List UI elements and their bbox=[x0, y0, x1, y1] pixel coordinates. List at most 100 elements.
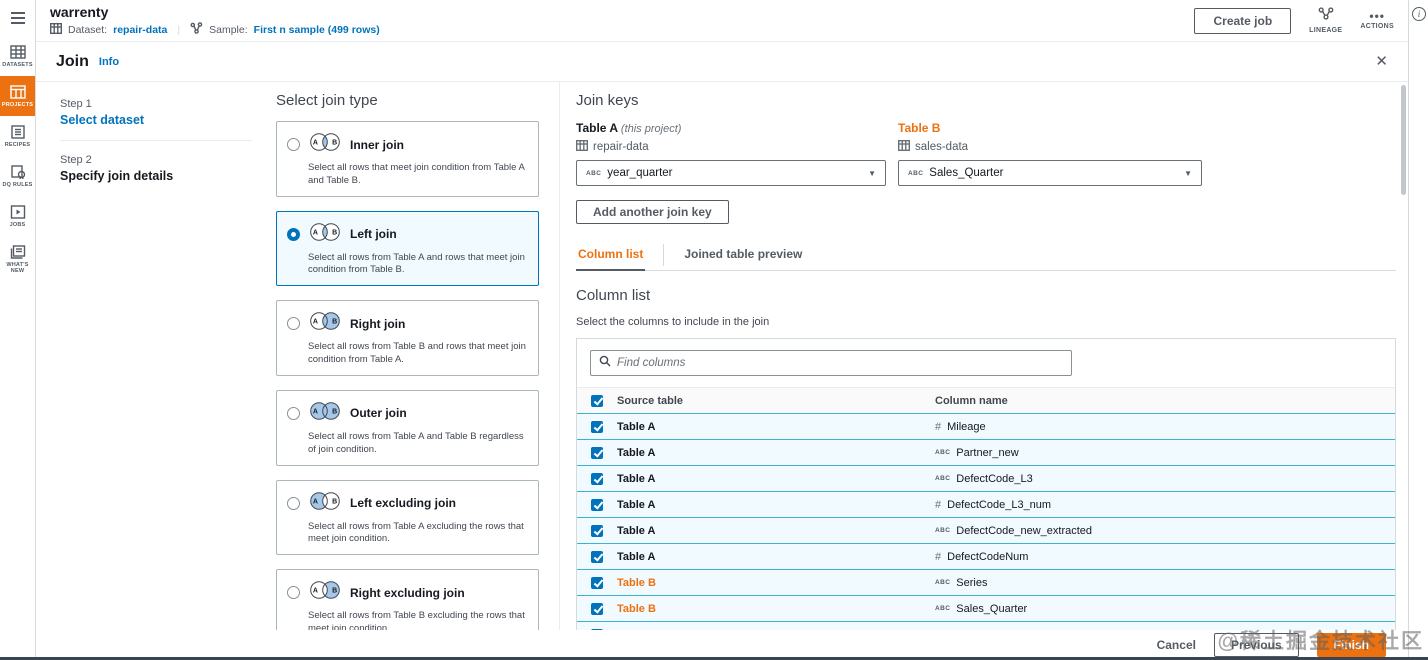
column-name-cell: ABC DefectCode_L3 bbox=[935, 472, 1033, 485]
info-link[interactable]: Info bbox=[98, 55, 120, 68]
radio-right[interactable] bbox=[287, 317, 300, 331]
scrollbar-thumb[interactable] bbox=[1401, 85, 1406, 195]
row-checkbox[interactable] bbox=[591, 628, 603, 630]
table-b-dataset: sales-data bbox=[897, 139, 1202, 154]
venn-left-excluding-icon: A B bbox=[307, 490, 343, 517]
select-all-checkbox[interactable] bbox=[591, 394, 603, 407]
column-name-header: Column name bbox=[935, 394, 1008, 407]
row-checkbox[interactable] bbox=[591, 446, 603, 459]
join-option-outer[interactable]: A B Outer join Select all rows from Tabl… bbox=[276, 389, 539, 466]
wizard-footer: Cancel Previous Finish bbox=[36, 630, 1408, 660]
svg-text:A: A bbox=[313, 408, 318, 415]
radio-left[interactable] bbox=[287, 227, 300, 241]
table-a-key-dropdown[interactable]: ABC year_quarter ▼ bbox=[576, 160, 886, 186]
sidebar-item-label: DATASETS bbox=[2, 62, 33, 68]
tab-divider bbox=[663, 244, 665, 266]
join-option-description: Select all rows that meet join condition… bbox=[308, 162, 525, 186]
step1-select-dataset[interactable]: Select dataset bbox=[60, 113, 145, 127]
step2-number: Step 2 bbox=[60, 154, 92, 166]
table-row[interactable]: Table A # DefectCode_L3_num bbox=[577, 491, 1395, 518]
table-row[interactable]: Table B ABC Sales_Quarter bbox=[577, 595, 1395, 622]
row-checkbox[interactable] bbox=[591, 550, 603, 563]
sidebar-item-dq-rules[interactable]: DQ RULES bbox=[0, 156, 35, 196]
add-another-join-key-button[interactable]: Add another join key bbox=[576, 200, 729, 224]
table-row[interactable]: Table B #Sales_Num_NoZero bbox=[577, 621, 1395, 630]
column-search bbox=[590, 350, 1072, 376]
table-row[interactable]: Table A ABC Partner_new bbox=[577, 439, 1395, 466]
tab-joined-table-preview[interactable]: Joined table preview bbox=[684, 247, 803, 261]
cancel-button[interactable]: Cancel bbox=[1156, 638, 1196, 652]
lineage-button[interactable]: LINEAGE bbox=[1309, 7, 1342, 34]
datasets-icon bbox=[9, 45, 26, 59]
recipes-icon bbox=[10, 125, 26, 139]
number-type-icon: # bbox=[935, 550, 942, 563]
radio-right-excluding[interactable] bbox=[287, 586, 300, 600]
info-icon[interactable]: i bbox=[1412, 7, 1426, 21]
create-job-button[interactable]: Create job bbox=[1194, 7, 1292, 34]
join-option-left[interactable]: A B Left join Select all rows from Table… bbox=[276, 210, 539, 287]
sample-link[interactable]: First n sample (499 rows) bbox=[253, 23, 380, 36]
source-table-header: Source table bbox=[617, 394, 684, 407]
sidebar-item-jobs[interactable]: JOBS bbox=[0, 196, 35, 236]
wizard-steps: Step 1 Select dataset Step 2 Specify joi… bbox=[36, 82, 272, 630]
row-checkbox[interactable] bbox=[591, 420, 603, 433]
svg-text:B: B bbox=[332, 140, 337, 147]
venn-outer-icon: A B bbox=[307, 400, 343, 427]
join-option-description: Select all rows from Table B and rows th… bbox=[308, 341, 526, 366]
svg-text:B: B bbox=[332, 588, 337, 595]
table-row[interactable]: Table A # Mileage bbox=[577, 413, 1395, 440]
row-checkbox[interactable] bbox=[591, 602, 603, 615]
sidebar-item-datasets[interactable]: DATASETS bbox=[0, 36, 35, 76]
table-row[interactable]: Table A # DefectCodeNum bbox=[577, 543, 1395, 570]
preview-tabs: Column list Joined table preview bbox=[576, 240, 1396, 271]
previous-button[interactable]: Previous bbox=[1213, 633, 1299, 657]
source-table-cell: Table B bbox=[617, 576, 656, 589]
number-type-icon: # bbox=[935, 498, 942, 511]
string-type-icon: ABC bbox=[935, 579, 951, 586]
column-name-cell: ABC Partner_new bbox=[935, 446, 1019, 459]
table-b-key-dropdown[interactable]: ABC Sales_Quarter ▼ bbox=[898, 160, 1202, 186]
find-columns-input[interactable] bbox=[617, 357, 1063, 369]
source-table-cell: Table B bbox=[617, 602, 656, 615]
tab-column-list[interactable]: Column list bbox=[576, 240, 646, 271]
source-table-cell: Table A bbox=[617, 550, 656, 563]
join-panel-header: Join Info ✕ bbox=[36, 42, 1408, 82]
svg-text:A: A bbox=[313, 140, 318, 147]
radio-outer[interactable] bbox=[287, 406, 300, 420]
join-type-heading: Select join type bbox=[276, 92, 378, 109]
finish-button[interactable]: Finish bbox=[1316, 633, 1386, 657]
close-icon[interactable]: ✕ bbox=[1375, 53, 1388, 70]
row-checkbox[interactable] bbox=[591, 576, 603, 589]
actions-button[interactable]: ••• ACTIONS bbox=[1360, 9, 1394, 30]
join-option-inner[interactable]: A B Inner join Select all rows that meet… bbox=[276, 121, 539, 197]
join-option-left-excluding[interactable]: A B Left excluding join Select all rows … bbox=[276, 479, 539, 556]
menu-icon[interactable] bbox=[0, 0, 35, 36]
meta-divider: | bbox=[177, 23, 181, 36]
sidebar-item-projects[interactable]: PROJECTS bbox=[0, 76, 35, 116]
row-checkbox[interactable] bbox=[591, 472, 603, 485]
svg-text:A: A bbox=[313, 319, 318, 326]
radio-inner[interactable] bbox=[287, 138, 300, 151]
table-row[interactable]: Table A ABC DefectCode_L3 bbox=[577, 465, 1395, 492]
main-area: warrenty Dataset: repair-data | Sample: … bbox=[36, 0, 1409, 660]
ellipsis-icon: ••• bbox=[1369, 9, 1385, 23]
join-keys-grid: Table A (this project) repair-data ABC y… bbox=[575, 121, 1396, 186]
steps-divider bbox=[60, 140, 252, 141]
table-b-label: Table B bbox=[898, 121, 941, 135]
radio-left-excluding[interactable] bbox=[287, 496, 300, 510]
scrollbar[interactable] bbox=[1400, 83, 1407, 629]
source-table-cell: Table A bbox=[617, 498, 656, 511]
column-list-table: Source table Column name Table A #Mileag… bbox=[576, 338, 1396, 630]
sidebar-item-recipes[interactable]: RECIPES bbox=[0, 116, 35, 156]
table-row[interactable]: Table B ABC Series bbox=[577, 569, 1395, 596]
dataset-link[interactable]: repair-data bbox=[113, 23, 168, 36]
sidebar-item-what-s-new[interactable]: WHAT'S NEW bbox=[0, 236, 35, 282]
join-option-right[interactable]: A B Right join Select all rows from Tabl… bbox=[276, 300, 539, 376]
join-option-right-excluding[interactable]: A B Right excluding join Select all rows… bbox=[276, 569, 539, 630]
string-type-icon: ABC bbox=[586, 169, 602, 177]
row-checkbox[interactable] bbox=[591, 524, 603, 537]
table-row[interactable]: Table A ABC DefectCode_new_extracted bbox=[577, 517, 1395, 544]
join-option-description: Select all rows from Table A excluding t… bbox=[308, 520, 524, 545]
row-checkbox[interactable] bbox=[591, 498, 603, 511]
